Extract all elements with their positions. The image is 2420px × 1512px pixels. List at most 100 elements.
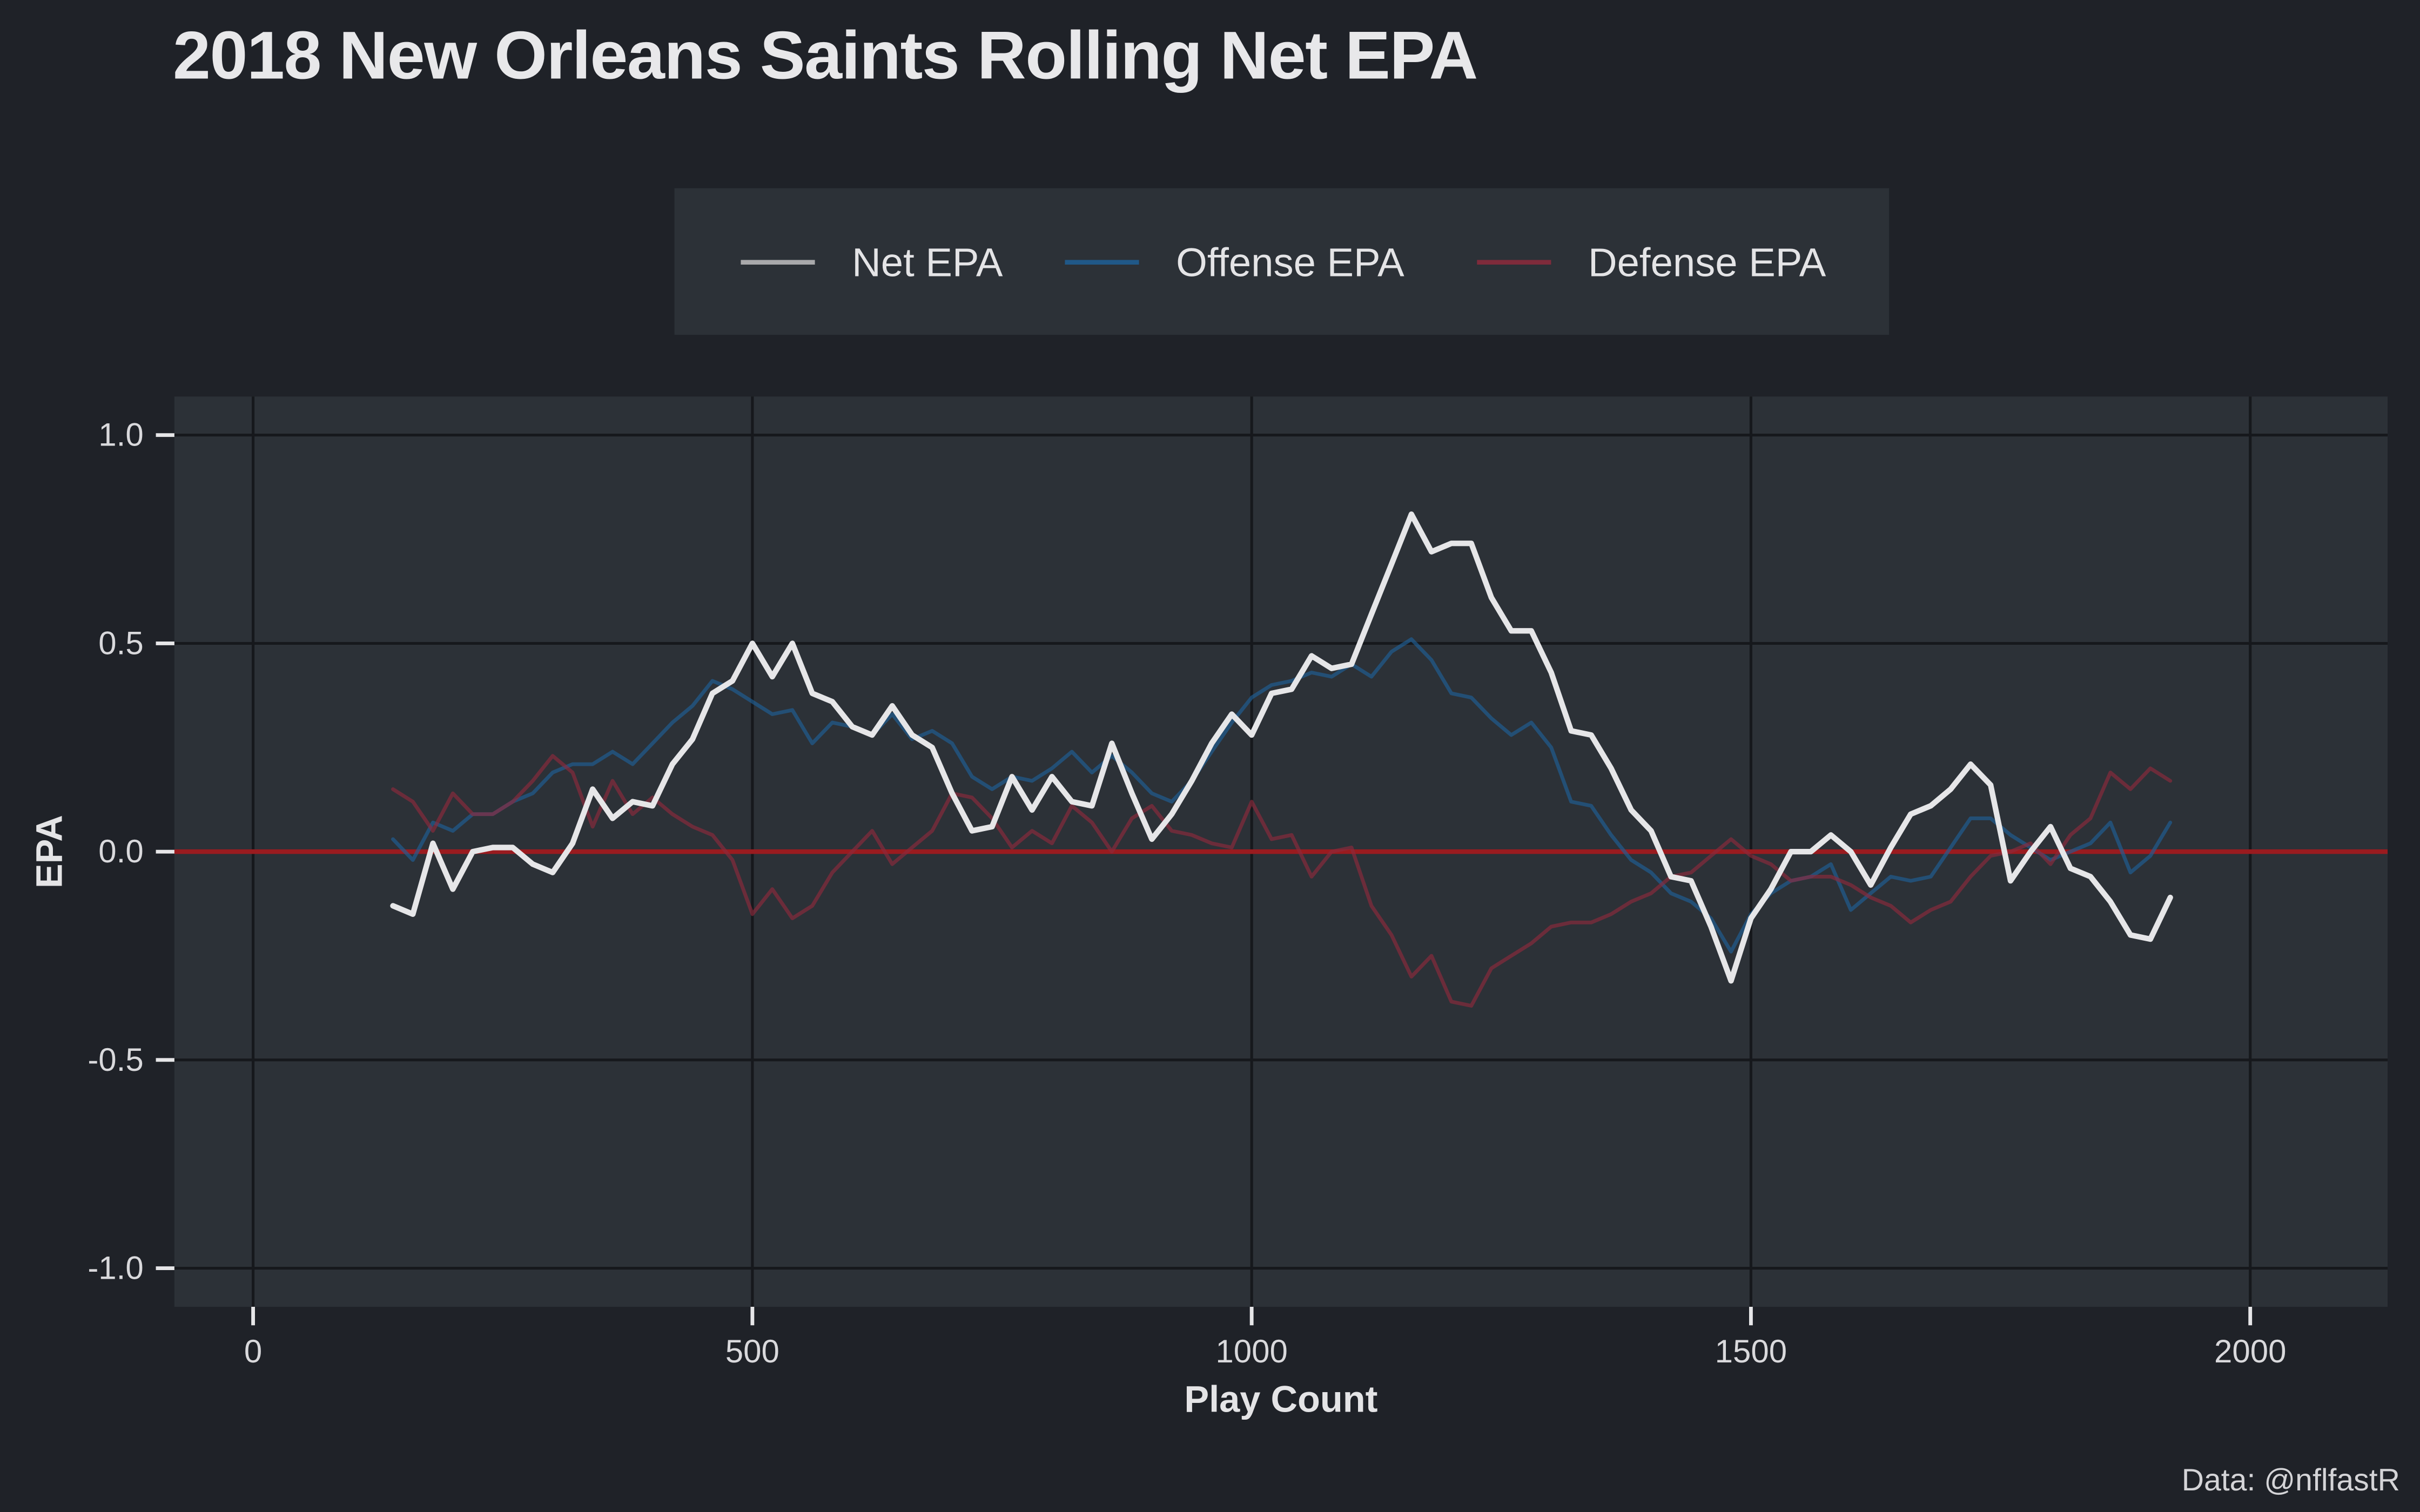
net-epa-point-26 — [911, 734, 913, 735]
net-epa-point-38 — [1151, 838, 1153, 840]
offense-epa-point-36 — [1111, 755, 1113, 757]
net-epa-point-2 — [432, 842, 434, 844]
defense-epa-point-35 — [1091, 821, 1093, 823]
net-epa-line — [390, 511, 2173, 984]
defense-epa-point-59 — [1570, 922, 1572, 923]
net-epa-point-77 — [1930, 805, 1932, 807]
offense-epa-point-10 — [591, 763, 593, 765]
offense-epa-point-2 — [432, 821, 434, 823]
defense-epa-point-1 — [412, 801, 414, 802]
defense-epa-point-55 — [1490, 967, 1492, 969]
defense-epa-point-70 — [1790, 880, 1792, 881]
net-epa-point-32 — [1031, 809, 1033, 811]
y-tick-label-3: -0.5 — [88, 1042, 143, 1078]
defense-epa-point-83 — [2049, 863, 2051, 865]
net-epa-point-89 — [2169, 896, 2171, 898]
offense-epa-point-18 — [751, 701, 753, 703]
defense-epa-point-32 — [1031, 830, 1033, 832]
offense-epa-point-88 — [2149, 855, 2151, 856]
net-epa-point-64 — [1670, 876, 1672, 878]
net-epa-point-14 — [671, 763, 673, 765]
defense-epa-point-9 — [572, 772, 573, 773]
defense-epa-point-34 — [1071, 805, 1073, 807]
x-tick-label-4: 2000 — [2214, 1333, 2286, 1369]
defense-epa-point-38 — [1151, 805, 1153, 807]
defense-epa-point-77 — [1930, 909, 1932, 910]
defense-epa-point-74 — [1870, 896, 1871, 898]
defense-epa-point-20 — [791, 917, 793, 919]
net-epa-point-69 — [1770, 888, 1772, 890]
net-epa-point-34 — [1071, 801, 1073, 802]
net-epa-point-79 — [1969, 763, 1971, 765]
net-epa-point-4 — [472, 850, 473, 852]
offense-epa-point-30 — [991, 788, 993, 790]
defense-epa-point-68 — [1750, 855, 1752, 856]
defense-epa-point-72 — [1830, 876, 1832, 878]
defense-epa-point-82 — [2029, 842, 2031, 844]
net-epa-point-52 — [1430, 551, 1432, 552]
net-epa-point-47 — [1330, 667, 1332, 669]
offense-epa-point-61 — [1610, 834, 1612, 836]
offense-epa-point-79 — [1969, 818, 1971, 819]
net-epa-point-5 — [492, 847, 494, 848]
defense-epa-point-19 — [771, 888, 773, 890]
net-epa-point-62 — [1630, 809, 1632, 811]
offense-epa-point-62 — [1630, 859, 1632, 861]
x-axis-title: Play Count — [1184, 1378, 1377, 1420]
defense-epa-point-16 — [711, 834, 713, 836]
defense-epa-point-0 — [392, 788, 394, 790]
net-epa-point-65 — [1690, 880, 1692, 881]
offense-epa-point-52 — [1430, 659, 1432, 661]
net-epa-point-78 — [1950, 788, 1951, 790]
defense-epa-point-23 — [851, 850, 853, 852]
net-epa-point-61 — [1610, 767, 1612, 769]
defense-epa-point-22 — [831, 872, 833, 873]
offense-epa-point-50 — [1390, 651, 1392, 652]
net-epa-point-24 — [871, 734, 873, 735]
net-epa-point-13 — [651, 805, 653, 807]
defense-epa-point-84 — [2069, 834, 2071, 836]
defense-epa-point-41 — [1211, 842, 1212, 844]
offense-epa-point-37 — [1131, 772, 1133, 773]
defense-epa-point-27 — [931, 830, 933, 832]
net-epa-point-41 — [1211, 742, 1212, 744]
offense-epa-point-19 — [771, 713, 773, 715]
offense-epa-point-89 — [2169, 821, 2171, 823]
defense-epa-point-46 — [1310, 876, 1312, 878]
defense-epa-point-58 — [1550, 926, 1552, 927]
net-epa-point-27 — [931, 747, 933, 748]
offense-epa-point-15 — [691, 705, 693, 706]
offense-epa-point-39 — [1171, 801, 1172, 802]
net-epa-point-49 — [1370, 613, 1372, 615]
offense-epa-point-44 — [1270, 684, 1272, 686]
net-epa-point-82 — [2029, 850, 2031, 852]
net-epa-point-84 — [2069, 867, 2071, 869]
net-epa-point-71 — [1810, 850, 1812, 852]
y-axis-title: EPA — [28, 815, 70, 888]
legend-box — [674, 188, 1890, 335]
offense-epa-point-78 — [1950, 847, 1951, 848]
net-epa-point-86 — [2109, 901, 2111, 902]
net-epa-point-83 — [2049, 826, 2051, 827]
defense-epa-point-54 — [1470, 1005, 1472, 1007]
net-epa-point-68 — [1750, 917, 1752, 919]
defense-epa-point-2 — [432, 830, 434, 832]
defense-epa-point-80 — [1989, 855, 1991, 856]
net-epa-point-18 — [751, 643, 753, 644]
offense-epa-point-43 — [1251, 697, 1252, 698]
net-epa-point-42 — [1231, 713, 1233, 715]
offense-epa-point-65 — [1690, 901, 1692, 902]
defense-epa-point-87 — [2129, 788, 2131, 790]
net-epa-point-36 — [1111, 742, 1113, 744]
defense-epa-point-21 — [811, 905, 813, 907]
offense-epa-point-1 — [412, 859, 414, 861]
net-epa-point-59 — [1570, 730, 1572, 732]
defense-epa-point-26 — [911, 847, 913, 848]
offense-epa-point-0 — [392, 838, 394, 840]
defense-epa-point-78 — [1950, 901, 1951, 902]
offense-epa-point-56 — [1510, 734, 1512, 735]
x-tick-label-3: 1500 — [1715, 1333, 1787, 1369]
net-epa-point-7 — [532, 863, 534, 865]
net-epa-point-19 — [771, 676, 773, 677]
defense-epa-point-69 — [1770, 863, 1772, 865]
